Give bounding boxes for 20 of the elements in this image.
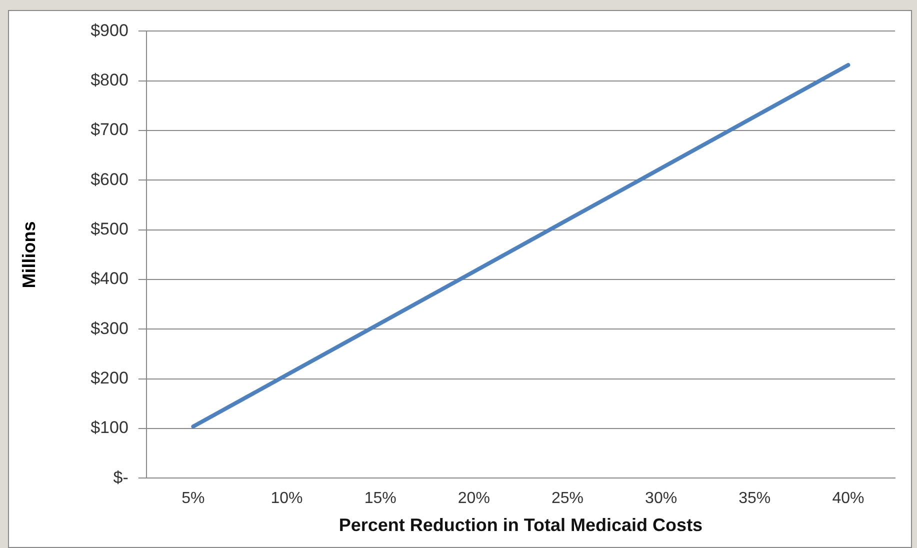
y-tick-label: $300	[90, 318, 128, 338]
x-tick-label: 35%	[738, 490, 771, 508]
x-tick-label: 30%	[645, 490, 678, 508]
x-tick-label: 20%	[458, 490, 490, 508]
y-tick-label: $400	[90, 269, 128, 288]
y-axis-title: Millions	[18, 221, 39, 288]
x-tick-label: 15%	[364, 490, 396, 508]
y-tick-label: $600	[90, 170, 128, 189]
y-tick-label: $700	[90, 120, 128, 140]
x-tick-label: 40%	[832, 490, 864, 508]
x-tick-label: 5%	[182, 490, 205, 508]
y-tick-label: $200	[90, 368, 128, 388]
y-tick-label: $100	[90, 418, 128, 438]
y-tick-label: $900	[90, 20, 128, 40]
y-tick-label: $-	[113, 468, 128, 487]
y-tick-label: $800	[90, 70, 128, 90]
x-tick-label: 10%	[270, 490, 303, 508]
x-axis-title: Percent Reduction in Total Medicaid Costs	[338, 515, 703, 536]
x-tick-label: 25%	[551, 490, 584, 508]
y-tick-label: $500	[90, 220, 128, 239]
